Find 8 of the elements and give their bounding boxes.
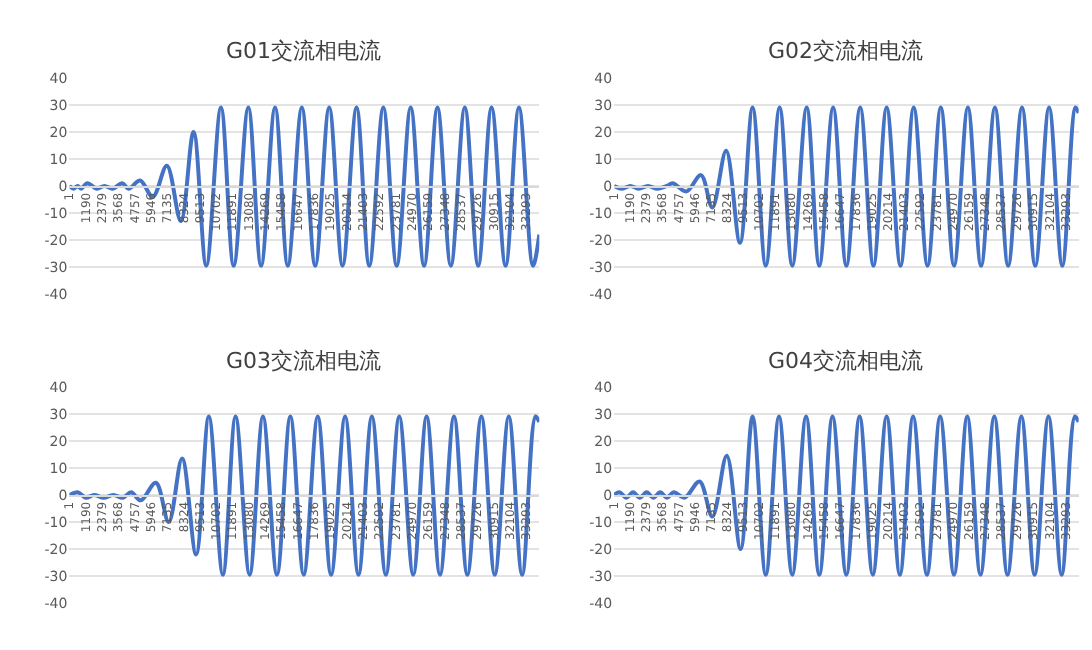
chart-title: G04交流相电流 [768, 348, 924, 374]
line-series [614, 105, 1079, 268]
chart-title: G03交流相电流 [226, 348, 382, 374]
chart-title: G01交流相电流 [226, 38, 382, 64]
line-series [614, 414, 1079, 577]
line-series [69, 105, 540, 268]
line-series [69, 414, 540, 577]
chart-title: G02交流相电流 [768, 38, 924, 64]
